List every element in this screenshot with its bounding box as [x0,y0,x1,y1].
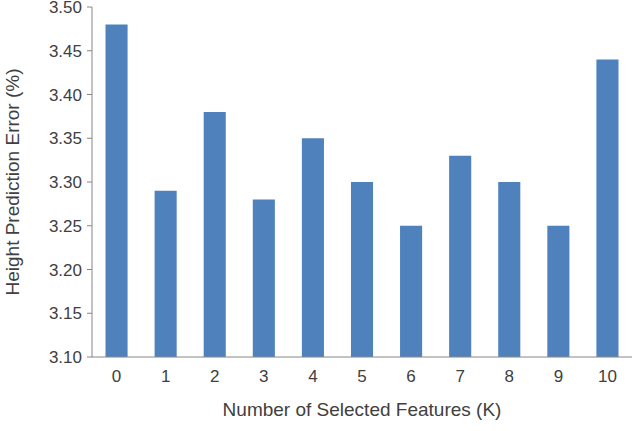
y-tick-label: 3.30 [49,173,82,192]
x-tick-label: 4 [308,367,317,386]
bar [596,60,618,358]
x-axis [92,357,632,358]
bars [106,25,619,358]
y-tick [87,138,92,139]
y-tick [87,313,92,314]
bar [547,226,569,357]
y-tick [87,225,92,226]
y-tick-label: 3.50 [49,0,82,17]
y-tick-label: 3.15 [49,304,82,323]
x-axis-title: Number of Selected Features (K) [223,399,502,420]
bar [351,182,373,357]
y-axis [92,7,93,357]
y-tick [87,357,92,358]
bar [302,138,324,357]
y-tick-label: 3.25 [49,217,82,236]
x-tick-label: 2 [210,367,219,386]
bar [498,182,520,357]
y-tick [87,269,92,270]
x-tick-label: 1 [161,367,170,386]
y-tick [87,182,92,183]
y-tick-label: 3.45 [49,42,82,61]
x-tick-label: 10 [598,367,617,386]
bar [253,200,275,358]
x-tick-label: 9 [554,367,563,386]
bar [400,226,422,357]
y-tick-label: 3.40 [49,86,82,105]
bar [106,25,128,358]
y-axis-title: Height Prediction Error (%) [2,68,23,295]
y-tick [87,7,92,8]
y-tick-label: 3.20 [49,261,82,280]
x-tick-label: 7 [455,367,464,386]
x-tick-label: 5 [357,367,366,386]
bar [449,156,471,357]
x-tick-label: 6 [406,367,415,386]
x-tick-label: 3 [259,367,268,386]
chart: 3.10 3.15 3.20 3.25 3.30 3.35 3.40 3.45 3.50 0 1 2 3… [0,0,640,431]
x-tick-label: 8 [505,367,514,386]
y-tick [87,94,92,95]
y-tick-label: 3.10 [49,348,82,367]
bar [204,112,226,357]
y-tick-label: 3.35 [49,129,82,148]
bar [155,191,177,357]
y-tick [87,50,92,51]
x-tick-label: 0 [112,367,121,386]
